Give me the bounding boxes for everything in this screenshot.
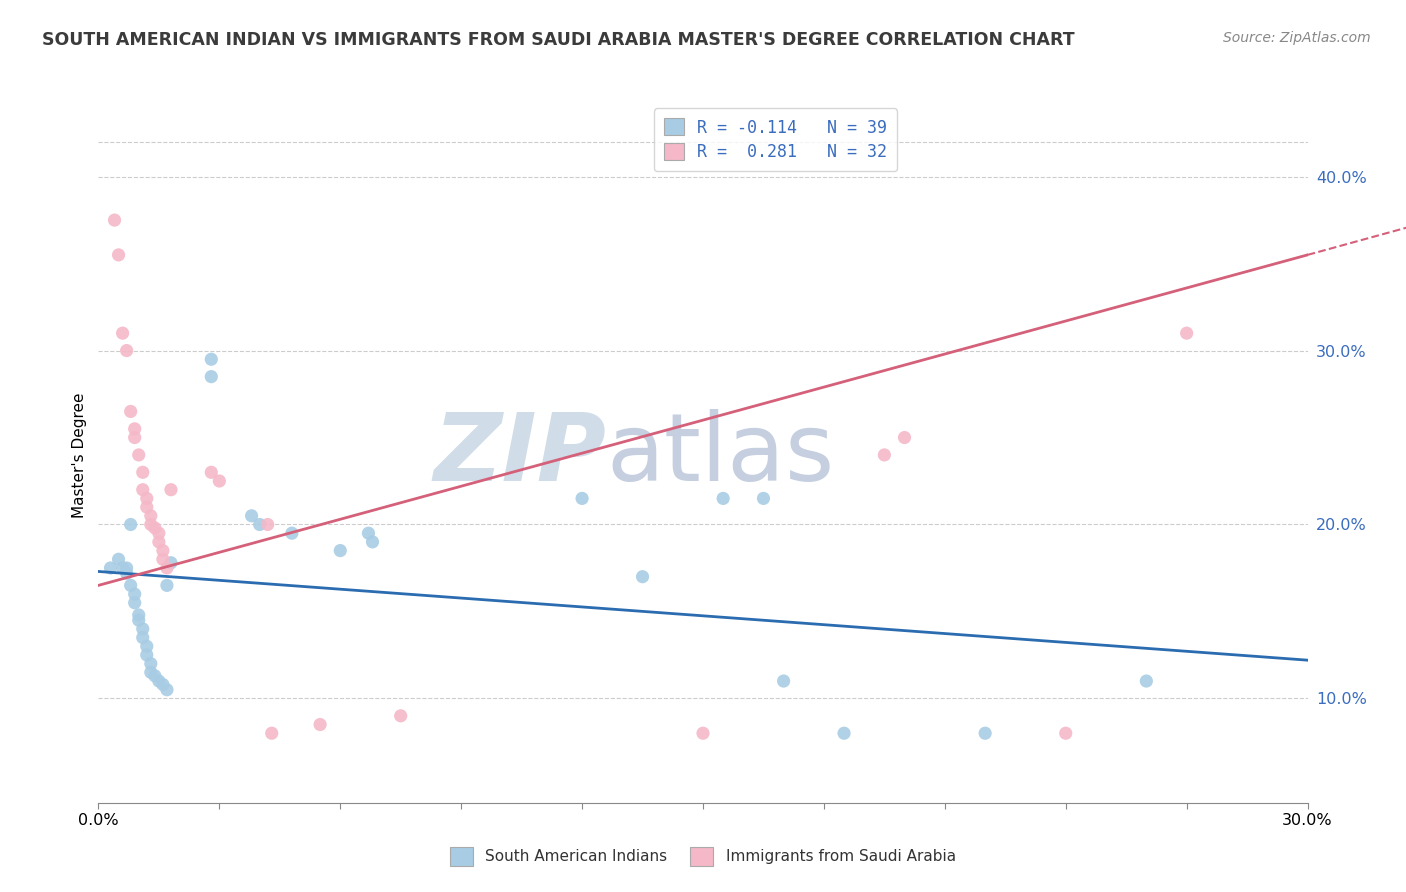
Point (135, 648, 157, 662)
Point (139, 517, 162, 532)
Point (120, 578, 142, 592)
Point (111, 326, 134, 340)
Point (893, 430, 915, 444)
Point (389, 708, 412, 723)
Point (132, 622, 155, 636)
Point (128, 448, 150, 462)
Point (256, 517, 278, 532)
Point (156, 578, 179, 592)
Point (571, 491, 593, 506)
Point (260, 726, 283, 740)
Point (124, 422, 146, 436)
Point (132, 483, 155, 497)
Point (329, 543, 352, 558)
Point (160, 483, 183, 497)
Point (832, 726, 855, 740)
Text: SOUTH AMERICAN INDIAN VS IMMIGRANTS FROM SAUDI ARABIA MASTER'S DEGREE CORRELATIO: SOUTH AMERICAN INDIAN VS IMMIGRANTS FROM… (42, 31, 1074, 49)
Point (143, 521, 166, 535)
Point (200, 369, 222, 384)
Point (772, 674, 794, 689)
Point (124, 596, 146, 610)
Point (135, 491, 157, 506)
Point (120, 517, 142, 532)
Point (357, 526, 380, 541)
Point (143, 669, 166, 683)
Point (132, 466, 155, 480)
Point (200, 352, 222, 367)
Point (361, 534, 384, 549)
Point (139, 657, 162, 671)
Point (152, 543, 174, 558)
Point (156, 561, 179, 575)
Point (132, 631, 155, 645)
Point (128, 613, 150, 627)
Point (752, 491, 775, 506)
Point (124, 430, 146, 444)
Text: ZIP: ZIP (433, 409, 606, 501)
Point (1175, 326, 1198, 340)
Point (139, 508, 162, 523)
Point (128, 607, 150, 622)
Point (873, 448, 896, 462)
Point (156, 682, 179, 697)
Legend: South American Indians, Immigrants from Saudi Arabia: South American Indians, Immigrants from … (444, 841, 962, 871)
Text: atlas: atlas (606, 409, 835, 501)
Text: Source: ZipAtlas.com: Source: ZipAtlas.com (1223, 31, 1371, 45)
Point (124, 587, 146, 601)
Point (249, 517, 271, 532)
Point (711, 491, 734, 506)
Point (115, 343, 138, 358)
Point (240, 508, 263, 523)
Point (100, 561, 122, 575)
Point (160, 556, 183, 570)
Point (111, 561, 134, 575)
Point (107, 552, 129, 566)
Point (1135, 674, 1157, 689)
Point (120, 404, 142, 418)
Point (135, 500, 157, 514)
Point (115, 566, 138, 581)
Point (139, 665, 162, 680)
Point (631, 570, 654, 584)
Point (309, 717, 332, 731)
Point (208, 474, 231, 488)
Point (974, 726, 997, 740)
Point (200, 466, 222, 480)
Point (107, 248, 129, 262)
Point (692, 726, 714, 740)
Point (148, 674, 170, 689)
Point (152, 677, 174, 691)
Y-axis label: Master's Degree: Master's Degree (72, 392, 87, 517)
Point (281, 526, 304, 541)
Point (115, 561, 138, 575)
Point (135, 639, 157, 653)
Point (103, 213, 125, 227)
Point (1054, 726, 1077, 740)
Point (148, 534, 170, 549)
Point (148, 526, 170, 541)
Point (152, 552, 174, 566)
